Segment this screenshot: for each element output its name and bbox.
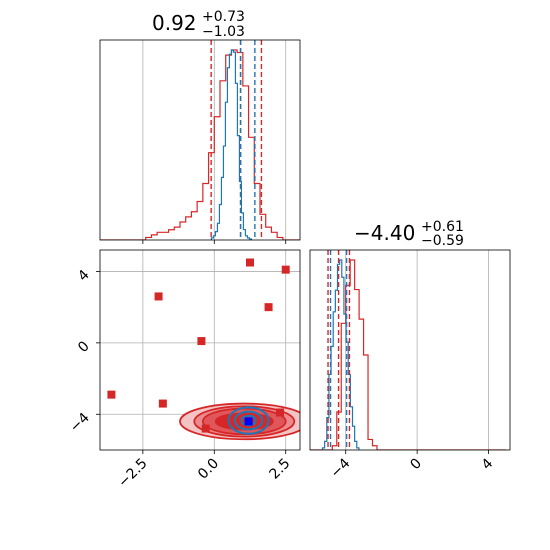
panel-frame-1: [99, 249, 301, 451]
hist-param1-red: [100, 49, 300, 240]
xlabel-param1-2: 2.5: [266, 456, 293, 483]
panel-frame-0: [99, 39, 301, 241]
hist-param2-blue: [321, 259, 360, 450]
scatter-point-2: [158, 399, 167, 408]
title-param1-median: 0.92: [152, 11, 197, 35]
scatter-point-5: [246, 258, 254, 267]
title-param1: 0.92 +0.73 −1.03: [152, 9, 245, 40]
scatter-point-0: [107, 390, 116, 399]
contour-blue-1: [233, 410, 264, 431]
scatter-point-8: [276, 408, 284, 417]
xlabel-param1-0: −2.5: [115, 456, 150, 491]
panel-frame-2: [309, 249, 511, 451]
title-param2-plus: +0.61: [421, 219, 464, 235]
hist-param2-red: [310, 259, 507, 450]
title-param2-minus: −0.59: [421, 233, 464, 249]
xlabel-param2-0: −4: [328, 455, 354, 481]
truth-marker: [244, 417, 253, 426]
contour-blue-2: [227, 406, 270, 435]
hist-param1-blue: [210, 49, 253, 240]
title-param1-plus: +0.73: [202, 9, 245, 25]
scatter-point-7: [264, 303, 273, 312]
title-param2: −4.40 +0.61 −0.59: [354, 219, 464, 249]
title-param2-median: −4.40: [354, 221, 415, 245]
title-param1-minus: −1.03: [202, 24, 245, 40]
panel-2d-content: [107, 258, 300, 441]
ylabel-param2-2: 4: [75, 267, 93, 285]
scatter-point-4: [201, 424, 210, 433]
xlabel-param1-1: 0.0: [195, 456, 222, 483]
ylabel-param2-1: 0: [75, 338, 93, 356]
scatter-point-6: [281, 265, 290, 274]
scatter-point-3: [197, 337, 206, 346]
scatter-point-1: [154, 292, 163, 301]
ylabel-param2-0: −4: [67, 410, 93, 436]
xlabel-param2-2: 4: [479, 455, 497, 473]
xlabel-param2-1: 0: [407, 456, 425, 474]
